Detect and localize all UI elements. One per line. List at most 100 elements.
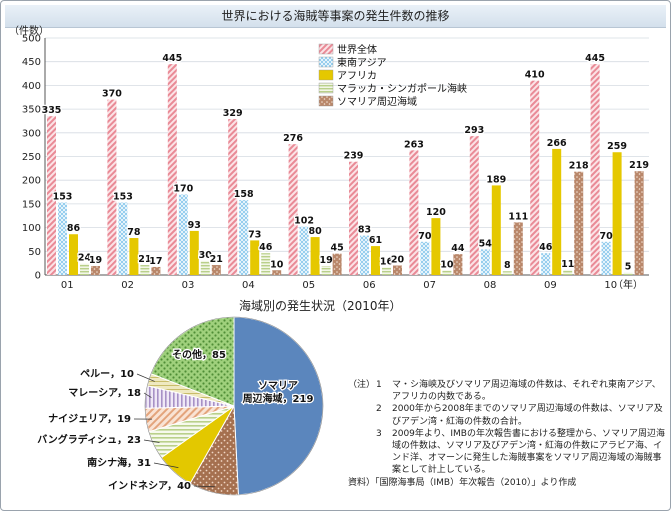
x-tick-label: 05 — [302, 280, 315, 291]
bar-value-label: 17 — [149, 256, 162, 267]
legend-swatch — [318, 56, 334, 68]
bar — [601, 241, 611, 275]
bar-value-label: 16 — [380, 256, 394, 267]
bar — [431, 218, 441, 275]
bar — [590, 64, 600, 275]
legend-label: 東南アジア — [337, 56, 387, 69]
bar-value-label: 259 — [607, 141, 627, 152]
bar-value-label: 153 — [113, 191, 133, 202]
legend-swatch — [318, 82, 334, 94]
bar — [453, 254, 463, 275]
y-tick-label: 300 — [22, 128, 41, 139]
bar-value-label: 8 — [504, 260, 511, 271]
y-tick-label: 250 — [22, 152, 41, 163]
bar — [107, 99, 117, 276]
bar-value-label: 44 — [451, 243, 465, 254]
note-text: マ・シ海峡及びソマリア周辺海域の件数は、それぞれ東南アジア、アフリカの内数である… — [392, 380, 661, 403]
note-row-3: 3 2009年より、IMBの年次報告書における整理から、ソマリア周辺海域の件数は… — [348, 428, 666, 477]
y-tick-label: 100 — [22, 223, 41, 234]
pie-slice-label: バングラディシュ，23 — [37, 433, 141, 446]
bar-value-label: 19 — [319, 255, 332, 266]
leader-line — [153, 462, 179, 468]
pie-slice-label: ペルー，10 — [80, 369, 134, 380]
legend-swatch — [318, 95, 334, 107]
bar — [151, 266, 161, 275]
y-axis-label: （件数） — [9, 24, 49, 37]
bar — [563, 269, 573, 275]
bar — [623, 272, 633, 275]
pie-slice-label: インドネシア，40 — [108, 480, 191, 492]
bar-value-label: 46 — [539, 242, 553, 253]
legend-label: アフリカ — [337, 70, 377, 82]
x-tick-label: 03 — [182, 280, 195, 291]
note-number: 2 — [376, 404, 382, 415]
pie-slice — [233, 316, 324, 496]
bar — [47, 116, 56, 276]
bar-value-label: 11 — [561, 259, 574, 270]
bar-value-label: 445 — [585, 53, 605, 64]
bar-value-label: 5 — [625, 262, 632, 273]
bar — [552, 148, 562, 275]
bar-value-label: 93 — [188, 220, 201, 231]
bar-value-label: 45 — [330, 243, 343, 254]
bar — [200, 260, 210, 275]
bar — [420, 241, 430, 275]
bar — [167, 64, 177, 275]
bar-value-label: 21 — [138, 254, 151, 265]
pie-slice-label: その他，85 — [172, 348, 226, 361]
bar-value-label: 10 — [270, 259, 284, 270]
x-tick-label: 06 — [363, 280, 376, 291]
bar — [393, 265, 402, 275]
y-tick-label: 350 — [22, 105, 41, 116]
bar — [299, 226, 309, 275]
bar — [261, 253, 271, 275]
x-tick-label: 07 — [423, 280, 436, 291]
bar — [129, 238, 139, 275]
leader-line — [136, 373, 155, 382]
bar-value-label: 189 — [486, 174, 506, 185]
x-axis-unit: （年） — [613, 278, 643, 291]
pie-slice-label: マレーシア，18 — [68, 387, 141, 399]
bar-value-label: 70 — [418, 231, 432, 242]
bar-value-label: 293 — [464, 125, 484, 136]
legend-label: ソマリア周辺海域 — [337, 95, 417, 108]
bar-value-label: 78 — [127, 227, 141, 238]
y-tick-label: 400 — [22, 81, 41, 92]
bar-value-label: 20 — [391, 255, 405, 266]
bar-value-label: 10 — [440, 259, 454, 270]
bar-value-label: 21 — [210, 254, 223, 265]
bar-value-label: 329 — [223, 108, 243, 119]
legend-label: 世界全体 — [337, 43, 377, 56]
y-tick-label: 50 — [28, 247, 41, 258]
bar — [310, 237, 320, 275]
bar-value-label: 111 — [508, 211, 528, 222]
bar — [91, 265, 100, 275]
bar — [480, 249, 490, 275]
bar — [80, 263, 89, 275]
bar — [530, 80, 540, 275]
bar — [239, 200, 249, 275]
notes: （注） 1 マ・シ海峡及びソマリア周辺海域の件数は、それぞれ東南アジア、アフリカ… — [348, 379, 666, 489]
pie-outline — [144, 316, 324, 496]
leader-line — [143, 439, 160, 443]
note-row-2: 2 2000年から2008年までのソマリア周辺海域の件数は、ソマリア及びアデン湾… — [348, 403, 666, 427]
bar — [250, 240, 260, 275]
bar — [178, 194, 188, 275]
x-tick-label: 08 — [484, 280, 497, 291]
bar — [349, 161, 358, 275]
bar-value-label: 276 — [283, 133, 303, 144]
x-tick-label: 04 — [242, 280, 255, 291]
bar-value-label: 80 — [308, 226, 322, 237]
bar-value-label: 410 — [525, 70, 545, 81]
bar-value-label: 86 — [67, 223, 81, 234]
bar-value-label: 19 — [89, 255, 102, 266]
bar — [69, 234, 78, 275]
bar-value-label: 46 — [259, 242, 273, 253]
bar — [140, 265, 150, 275]
bar — [409, 150, 419, 275]
bar — [332, 253, 342, 275]
bar-value-label: 83 — [358, 225, 371, 236]
bar — [288, 144, 298, 275]
bar — [469, 136, 479, 275]
pie-slice-label: ナイジェリア，19 — [48, 413, 131, 425]
